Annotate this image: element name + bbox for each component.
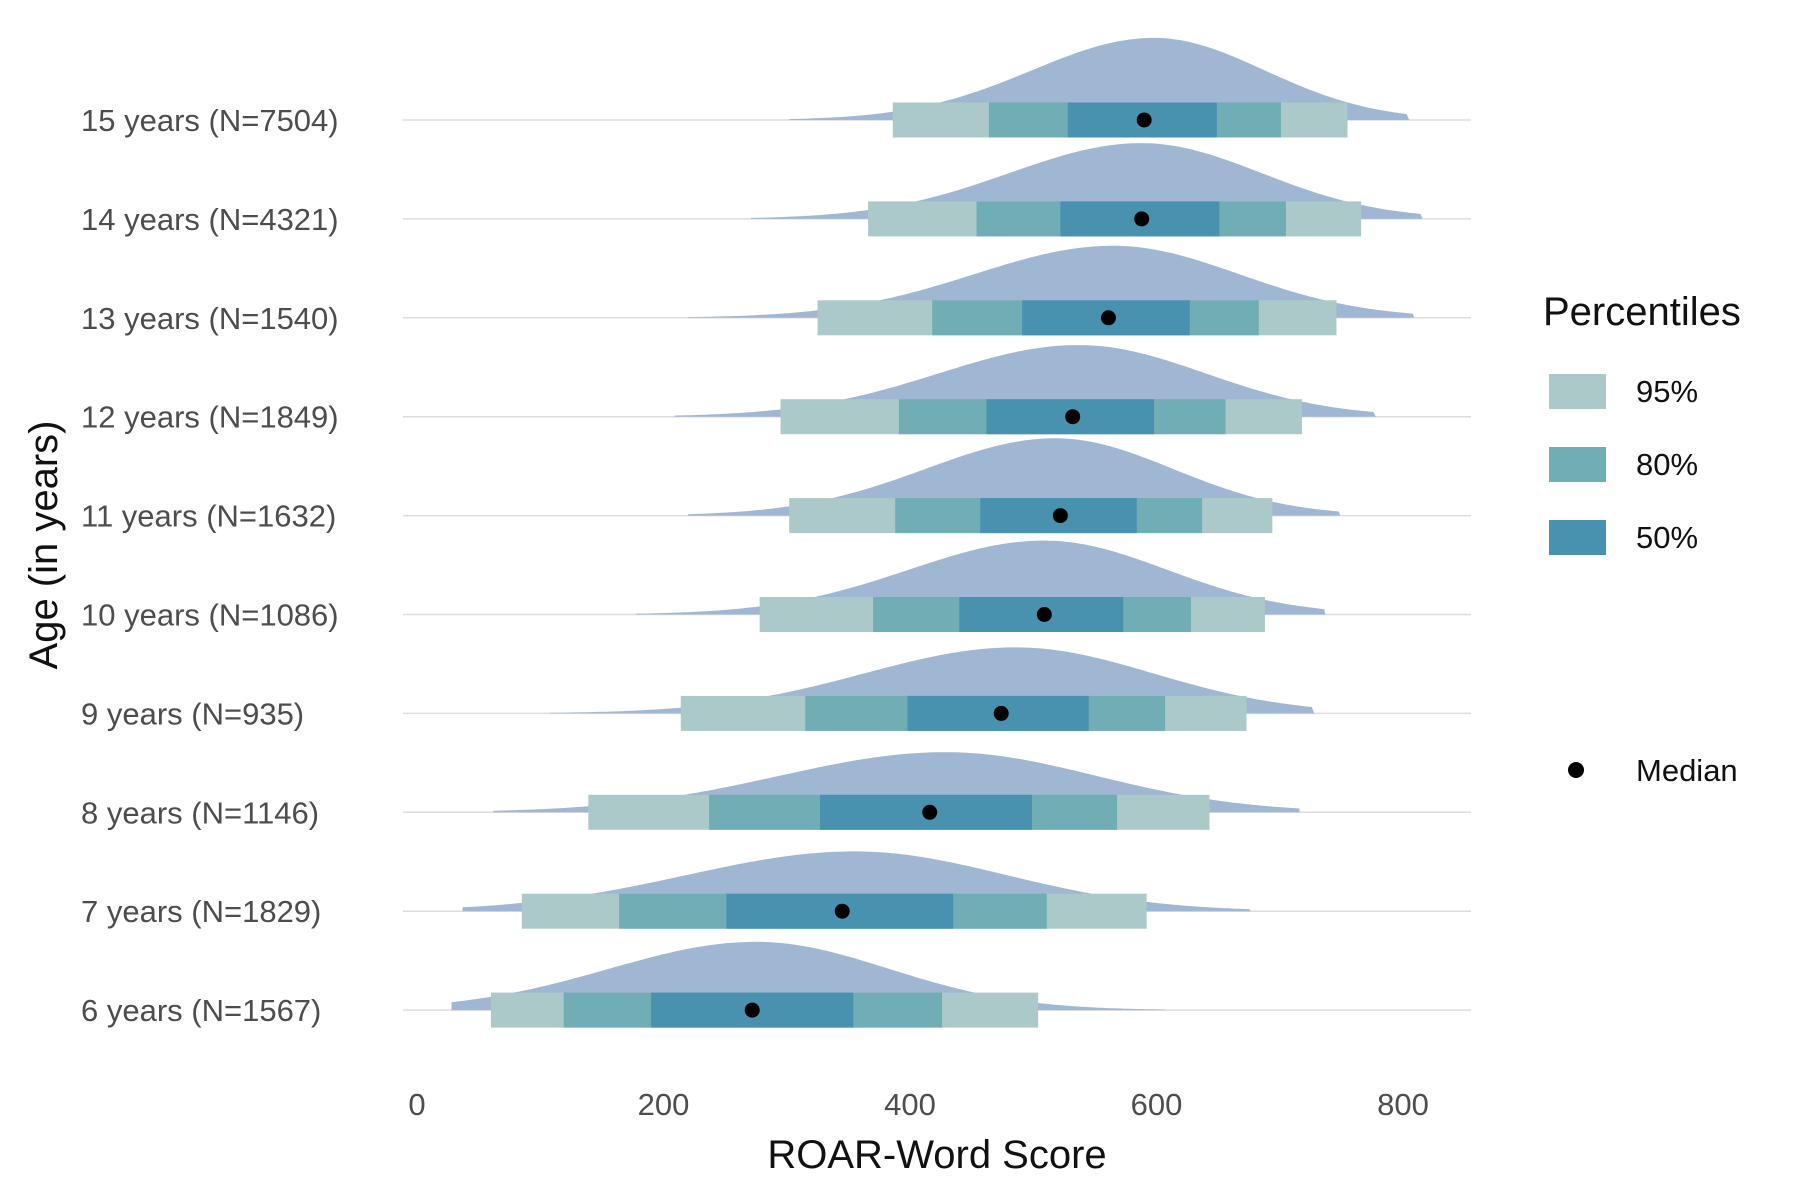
legend-swatch xyxy=(1549,520,1606,555)
y-tick-label: 7 years (N=1829) xyxy=(81,894,321,929)
ridge-rows xyxy=(451,37,1423,1028)
y-tick-label: 14 years (N=4321) xyxy=(81,202,339,237)
median-point xyxy=(993,705,1009,721)
y-tick-label: 13 years (N=1540) xyxy=(81,301,339,336)
x-axis-title: ROAR-Word Score xyxy=(767,1133,1106,1177)
y-tick-label: 8 years (N=1146) xyxy=(81,795,319,830)
ridge-row xyxy=(751,143,1423,237)
ridge-row xyxy=(674,345,1376,435)
x-tick-label: 0 xyxy=(408,1087,425,1122)
x-tick-label: 600 xyxy=(1131,1087,1183,1122)
median-point xyxy=(1134,211,1150,227)
y-tick-label: 15 years (N=7504) xyxy=(81,103,339,138)
ridge-row xyxy=(550,647,1315,731)
median-point xyxy=(1136,112,1152,128)
y-tick-label: 9 years (N=935) xyxy=(81,696,304,731)
y-tick-labels: 15 years (N=7504) 14 years (N=4321) 13 yea… xyxy=(81,103,339,1028)
ridge-row xyxy=(789,37,1410,138)
legend-median-label: Median xyxy=(1636,753,1738,788)
ridge-row xyxy=(688,245,1415,336)
legend-median-dot xyxy=(1568,762,1584,778)
y-tick-label: 6 years (N=1567) xyxy=(81,993,321,1028)
ridge-row xyxy=(462,851,1251,929)
legend: Percentiles 95% 80% 50% Median xyxy=(1543,290,1741,788)
ridge-row xyxy=(451,941,1166,1028)
legend-title: Percentiles xyxy=(1543,290,1741,334)
x-tick-label: 800 xyxy=(1377,1087,1429,1122)
legend-swatch xyxy=(1549,447,1606,482)
density-curve xyxy=(688,245,1415,318)
legend-label: 80% xyxy=(1636,447,1698,482)
y-tick-label: 11 years (N=1632) xyxy=(81,499,336,534)
x-tick-label: 200 xyxy=(638,1087,690,1122)
density-curve xyxy=(674,345,1376,417)
y-tick-label: 12 years (N=1849) xyxy=(81,400,339,435)
median-point xyxy=(922,804,938,820)
x-tick-label: 400 xyxy=(884,1087,936,1122)
legend-label: 50% xyxy=(1636,520,1698,555)
median-point xyxy=(1036,607,1052,622)
x-tick-labels: 0 200 400 600 800 xyxy=(408,1087,1428,1122)
y-axis-title: Age (in years) xyxy=(22,421,66,670)
median-point xyxy=(1052,508,1068,524)
legend-swatch xyxy=(1549,374,1606,409)
median-point xyxy=(744,1002,760,1018)
density-curve xyxy=(789,37,1410,120)
legend-label: 95% xyxy=(1636,374,1698,409)
ridge-row xyxy=(688,438,1341,534)
median-point xyxy=(834,903,850,919)
density-curve xyxy=(688,438,1341,516)
density-curve xyxy=(636,540,1326,615)
median-point xyxy=(1065,409,1081,425)
ridge-row xyxy=(493,752,1300,830)
y-tick-label: 10 years (N=1086) xyxy=(81,598,339,633)
median-point xyxy=(1100,310,1116,326)
ridge-row xyxy=(636,540,1326,632)
density-curve xyxy=(751,143,1423,219)
